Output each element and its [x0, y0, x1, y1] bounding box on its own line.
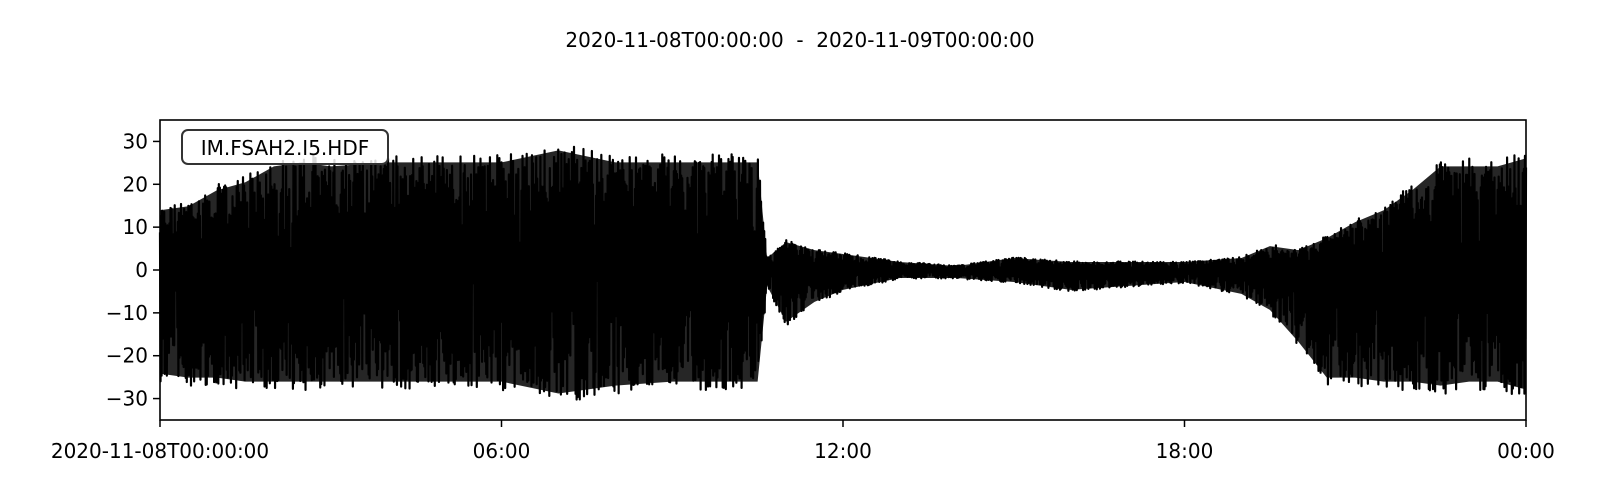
x-tick-label: 18:00	[1156, 439, 1214, 463]
waveform-envelope	[160, 150, 1526, 394]
plot-area	[158, 145, 1528, 401]
x-tick-label: 06:00	[473, 439, 531, 463]
chart-title: 2020-11-08T00:00:00 - 2020-11-09T00:00:0…	[565, 28, 1034, 52]
y-axis: 30 20 10 0 −10 −20 −30	[106, 129, 160, 411]
y-tick-label: 0	[135, 258, 148, 282]
y-tick-label: 10	[123, 215, 148, 239]
y-tick-label: 30	[123, 129, 148, 153]
trace-label: IM.FSAH2.I5.HDF	[181, 129, 389, 165]
y-tick-label: 20	[123, 172, 148, 196]
trace-label-text: IM.FSAH2.I5.HDF	[201, 136, 369, 160]
trace-label-frame	[181, 129, 389, 165]
y-tick-label: −10	[106, 301, 148, 325]
x-axis: 2020-11-08T00:00:00 06:00 12:00 18:00 00:00	[51, 420, 1555, 463]
x-tick-label: 12:00	[814, 439, 872, 463]
x-tick-label: 00:00	[1497, 439, 1555, 463]
y-tick-label: −30	[106, 387, 148, 411]
x-tick-label: 2020-11-08T00:00:00	[51, 439, 269, 463]
y-tick-label: −20	[106, 344, 148, 368]
